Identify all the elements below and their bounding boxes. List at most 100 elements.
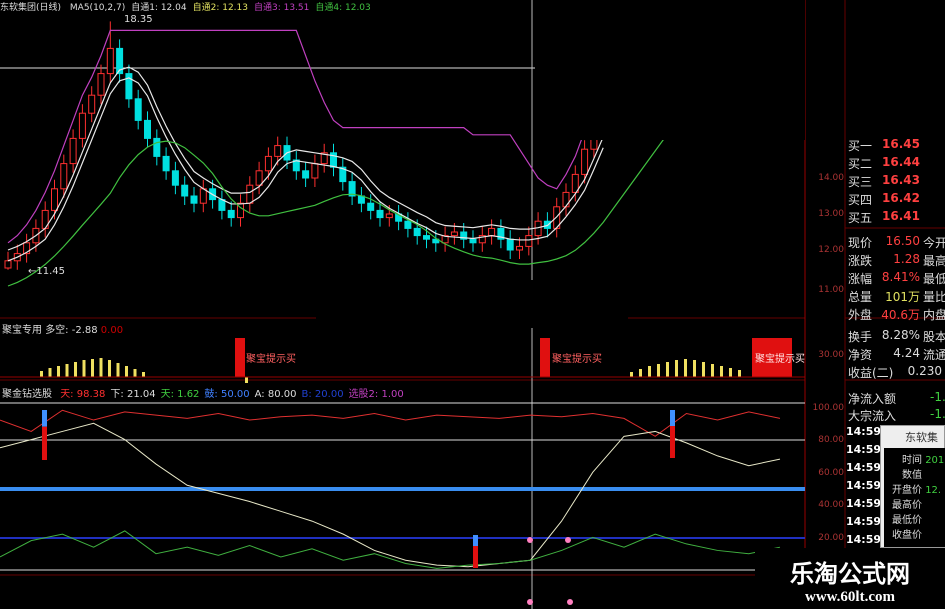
ind1-tick: 30.00 bbox=[818, 350, 844, 360]
ma-label: 自通3: 13.51 bbox=[253, 3, 310, 13]
indicator1-legend: 聚宝专用 多空: -2.88 0.00 bbox=[2, 321, 123, 336]
stat-row: 涨幅 8.41% 最低 bbox=[848, 270, 945, 287]
volume-bar bbox=[675, 360, 678, 377]
popup-key: 收盘价 bbox=[892, 530, 922, 541]
ind2-item-key: A: bbox=[254, 389, 265, 400]
candle-body bbox=[562, 191, 570, 208]
buy-signal-marker bbox=[752, 338, 792, 377]
candle-body bbox=[23, 242, 31, 255]
low-price-value: 11.45 bbox=[36, 266, 66, 277]
volume-bar bbox=[711, 364, 714, 377]
popup-row: 开盘价 12. bbox=[886, 481, 941, 496]
stat-extra: 最低 bbox=[923, 272, 945, 286]
indicator1-name: 聚宝专用 bbox=[2, 325, 42, 336]
candle-body bbox=[330, 152, 337, 168]
candle-body bbox=[88, 94, 96, 114]
candle-body bbox=[469, 238, 477, 244]
signal-marker-blue bbox=[473, 535, 478, 546]
popup-key: 最低价 bbox=[892, 515, 922, 526]
bid-row: 买一 16.45 bbox=[848, 137, 920, 154]
stat-row: 外盘 40.6万 内盘 bbox=[848, 306, 945, 323]
popup-value: 12. bbox=[925, 485, 942, 496]
price-tick: 11.00 bbox=[818, 285, 844, 295]
volume-bar bbox=[639, 369, 642, 377]
candle-body bbox=[423, 235, 430, 240]
volume-bar bbox=[648, 366, 651, 377]
candle-body bbox=[255, 170, 263, 186]
ind2-item-key: 天: bbox=[60, 389, 74, 400]
tick-time: 14:59 bbox=[846, 461, 882, 474]
price-tick: 12.00 bbox=[818, 245, 844, 255]
bid-label: 买三 bbox=[848, 175, 873, 189]
flower-marker bbox=[527, 599, 533, 605]
popup-key: 最高价 bbox=[892, 500, 922, 511]
volume-bar bbox=[65, 364, 69, 377]
popup-row: 最低价 bbox=[886, 511, 922, 526]
watermark-url: www.60lt.com bbox=[805, 589, 895, 605]
ind2-item-key: 选股2: bbox=[348, 389, 379, 400]
info-popup[interactable]: 东软集 时间 201 数值 开盘价 12. 最高价 最低价 收盘价 bbox=[880, 425, 945, 548]
candle-body bbox=[237, 202, 244, 219]
candle-body bbox=[385, 213, 393, 219]
ind2-item-value: 50.00 bbox=[220, 389, 250, 400]
price-tick: 13.00 bbox=[818, 209, 844, 219]
ma-label: 自通4: 12.03 bbox=[315, 3, 371, 13]
stat-value: 0.230 bbox=[907, 364, 942, 378]
candle-body bbox=[367, 202, 375, 211]
candle-body bbox=[125, 73, 133, 100]
signal-marker-red bbox=[473, 546, 478, 568]
candle-body bbox=[274, 145, 282, 157]
volume-bar bbox=[108, 360, 111, 377]
bid-row: 买五 16.41 bbox=[848, 209, 920, 226]
bid-row: 买二 16.44 bbox=[848, 155, 920, 172]
tick-time: 14:59 bbox=[846, 497, 882, 510]
stat-label: 收益(二) bbox=[848, 366, 894, 380]
volume-bar bbox=[57, 366, 60, 377]
bid-price: 16.41 bbox=[882, 209, 920, 223]
volume-bar bbox=[702, 362, 705, 377]
hidden-top-right bbox=[535, 0, 805, 140]
ind2-item: 鼓: 50.00 bbox=[204, 389, 249, 400]
volume-bar bbox=[82, 360, 86, 377]
stat-row: 现价 16.50 今开 bbox=[848, 234, 945, 251]
candle-body bbox=[69, 137, 77, 165]
volume-bar bbox=[738, 370, 741, 377]
price-tick: 14.00 bbox=[818, 173, 844, 183]
stat-label: 涨幅 bbox=[848, 272, 873, 286]
candle-body bbox=[227, 209, 235, 219]
bid-label: 买四 bbox=[848, 193, 873, 207]
popup-key: 数值 bbox=[902, 470, 922, 481]
volume-bar bbox=[245, 377, 248, 383]
candle-body bbox=[571, 173, 579, 193]
stat-label: 现价 bbox=[848, 236, 873, 250]
buy-signal-marker bbox=[235, 338, 245, 377]
stat-label: 净资 bbox=[848, 348, 873, 362]
stat-value: 40.6万 bbox=[881, 308, 920, 322]
candle-body bbox=[4, 260, 12, 269]
stat-value: 8.28% bbox=[881, 328, 920, 342]
bid-row: 买四 16.42 bbox=[848, 191, 920, 208]
stat-extra: 量比 bbox=[923, 290, 945, 304]
candle-body bbox=[478, 235, 486, 244]
ma-label: MA5(10,2,7) bbox=[69, 3, 126, 13]
bid-price: 16.45 bbox=[882, 137, 920, 151]
ma-slow-line bbox=[7, 101, 780, 287]
ind2-item-key: 下: bbox=[110, 389, 124, 400]
ind2-item-value: 1.00 bbox=[381, 389, 404, 400]
bid-price: 16.44 bbox=[882, 155, 920, 169]
candle-body bbox=[497, 227, 505, 240]
buy-signal-label: 聚宝提示买 bbox=[246, 354, 296, 365]
volume-bar bbox=[116, 363, 120, 377]
tick-time: 14:59 bbox=[846, 443, 882, 456]
ind2-item-key: 天: bbox=[160, 389, 174, 400]
ind2-item-key: B: bbox=[301, 389, 312, 400]
stat-value: 4.24 bbox=[893, 346, 920, 360]
volume-bar bbox=[99, 358, 103, 377]
stat-label: 换手 bbox=[848, 330, 873, 344]
candle-body bbox=[339, 166, 347, 183]
candle-body bbox=[488, 227, 496, 237]
popup-value: 201 bbox=[925, 455, 945, 466]
flower-marker bbox=[565, 537, 571, 543]
candle-body bbox=[181, 184, 189, 197]
